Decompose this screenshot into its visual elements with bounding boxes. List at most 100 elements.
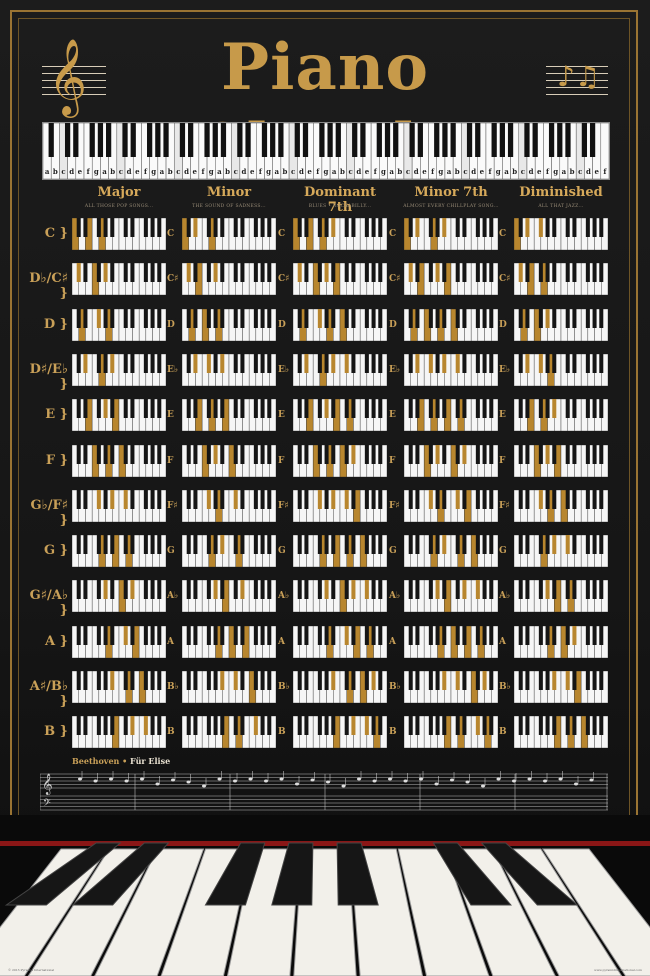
chord-keyboard [404, 580, 498, 613]
column-header: Minor [206, 185, 252, 200]
black-key [324, 716, 329, 736]
column-header: Major [97, 185, 141, 200]
black-key [482, 580, 487, 600]
black-key [150, 399, 155, 419]
highlighted-key [538, 353, 543, 373]
highlighted-key [331, 218, 336, 237]
chord-name: E [389, 410, 396, 421]
black-key [260, 625, 265, 645]
reference-note-label: d [356, 167, 361, 176]
black-key [378, 263, 383, 283]
black-key [592, 580, 597, 600]
reference-black-key [499, 123, 505, 157]
black-key [428, 444, 433, 464]
black-key [462, 625, 467, 645]
black-key [143, 535, 148, 555]
note-head [543, 779, 547, 783]
black-key [428, 580, 433, 600]
highlighted-key [324, 580, 329, 600]
black-key [253, 353, 258, 373]
black-key [193, 399, 198, 419]
black-key [186, 353, 191, 373]
black-key [371, 353, 376, 373]
chord-name: B♭ [499, 682, 511, 692]
black-key [150, 671, 155, 690]
black-key [435, 716, 440, 736]
chord-name: B♭ [389, 682, 401, 692]
black-key [331, 535, 336, 555]
black-key [297, 218, 302, 237]
black-key [592, 218, 597, 237]
highlighted-key [220, 535, 225, 555]
black-key [213, 671, 218, 690]
chord-name: F [278, 455, 285, 466]
reference-note-label: g [438, 167, 443, 176]
reference-note-label: f [144, 167, 148, 176]
highlighted-key [240, 580, 245, 600]
black-key [599, 671, 604, 690]
chord-name: C [499, 229, 507, 239]
chord-keyboard [293, 535, 387, 568]
black-key [83, 580, 88, 600]
black-key [297, 308, 302, 328]
black-key [267, 671, 272, 690]
black-key [213, 716, 218, 736]
black-key [545, 535, 550, 555]
black-key [103, 218, 108, 237]
chord-name: E [499, 410, 506, 421]
reference-black-key [524, 123, 530, 157]
reference-note-label: d [242, 167, 247, 176]
reference-black-key [48, 123, 54, 157]
black-key [213, 353, 218, 373]
black-key [206, 399, 211, 419]
black-key [83, 308, 88, 328]
note-head [310, 778, 315, 782]
black-key [351, 671, 356, 690]
highlighted-key [344, 353, 349, 373]
chord-name: F [499, 455, 506, 466]
reference-black-key [245, 123, 251, 157]
black-key [482, 716, 487, 736]
black-key [193, 444, 198, 464]
chord-name: A [499, 636, 506, 647]
highlighted-key [428, 353, 433, 373]
black-key [267, 308, 272, 328]
black-key [304, 580, 309, 600]
reference-note-label: a [447, 167, 452, 176]
reference-black-key [97, 123, 104, 157]
chord-keyboard [72, 218, 166, 250]
black-key [442, 444, 447, 464]
black-key [462, 263, 467, 283]
chord-keyboard [293, 444, 387, 477]
black-key [186, 218, 191, 237]
black-key [552, 489, 557, 509]
reference-note-label: d [299, 167, 304, 176]
black-key [304, 489, 309, 509]
black-key [193, 580, 198, 600]
chord-keyboard [72, 263, 166, 296]
black-key [371, 444, 376, 464]
note-head [217, 777, 222, 781]
black-key [233, 263, 238, 283]
reference-black-key [491, 123, 497, 157]
black-key [130, 535, 135, 555]
black-key [213, 308, 218, 328]
black-key [378, 308, 383, 328]
reference-black-key [64, 123, 71, 157]
black-key [592, 444, 597, 464]
black-key [428, 308, 433, 328]
highlighted-key [103, 399, 108, 419]
black-key [260, 444, 265, 464]
chord-keyboard [514, 444, 608, 477]
black-key [572, 535, 577, 555]
highlighted-key [253, 716, 258, 736]
black-key [267, 353, 272, 373]
black-key [110, 716, 115, 736]
chord-keyboard [514, 535, 608, 568]
reference-black-key [155, 123, 161, 157]
reference-note-label: e [250, 167, 255, 176]
chord-name: C♯ [499, 274, 511, 285]
black-key [572, 399, 577, 419]
chord-keyboard [293, 625, 387, 658]
chord-name: A♭ [167, 591, 179, 602]
